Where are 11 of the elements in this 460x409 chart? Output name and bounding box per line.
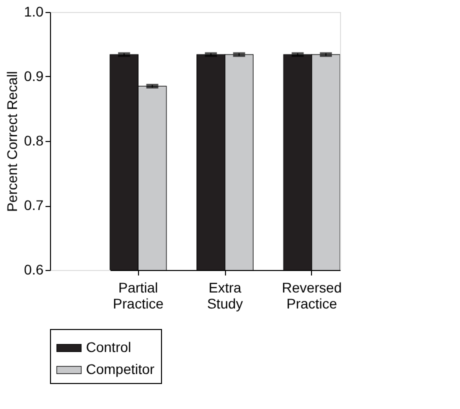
y-axis-title: Percent Correct Recall	[4, 71, 20, 212]
x-tick-label: Extra Study	[207, 280, 243, 312]
legend-label: Control	[86, 339, 132, 355]
y-tick-label: 0.7	[24, 197, 44, 213]
x-tick-label: Reversed Practice	[282, 280, 342, 312]
y-tick-label: 0.9	[24, 68, 44, 84]
y-tick-label: 0.8	[24, 132, 44, 148]
y-tick-label: 1.0	[24, 4, 44, 20]
legend-label: Competitor	[86, 361, 155, 377]
x-tick-label: Partial Practice	[112, 280, 164, 312]
y-tick-label: 0.6	[24, 262, 44, 278]
